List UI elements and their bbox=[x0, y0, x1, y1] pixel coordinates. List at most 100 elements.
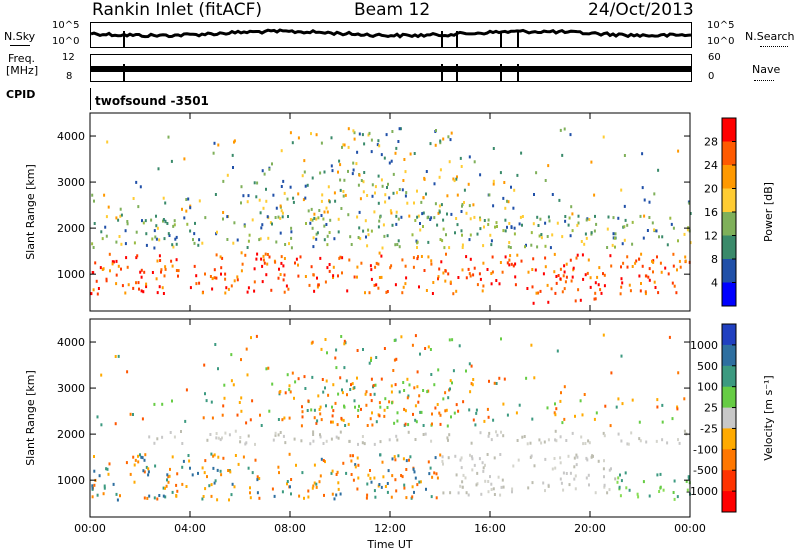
power-cell bbox=[303, 159, 306, 163]
velocity-cell bbox=[439, 453, 442, 457]
power-cell bbox=[457, 276, 460, 279]
velocity-cell bbox=[559, 461, 562, 465]
velocity-cell bbox=[471, 383, 474, 387]
velocity-cell bbox=[617, 476, 620, 480]
velocity-cell bbox=[447, 456, 450, 460]
velocity-cell bbox=[216, 468, 219, 472]
velocity-cell bbox=[618, 485, 621, 489]
power-cell bbox=[320, 214, 323, 217]
power-cell bbox=[378, 251, 381, 255]
velocity-cell bbox=[107, 472, 110, 476]
power-cell bbox=[281, 211, 284, 215]
velocity-cell bbox=[615, 405, 618, 409]
velocity-cell bbox=[312, 433, 315, 436]
velocity-cell bbox=[340, 335, 343, 338]
velocity-cell bbox=[461, 485, 464, 489]
velocity-cell bbox=[339, 492, 342, 496]
velocity-cell bbox=[312, 430, 315, 434]
velocity-cell bbox=[281, 490, 284, 494]
power-cell bbox=[236, 278, 239, 282]
power-cell bbox=[453, 179, 456, 183]
power-cell bbox=[155, 224, 158, 228]
velocity-cell bbox=[213, 481, 216, 485]
power-cell bbox=[394, 151, 397, 155]
power-cell bbox=[366, 244, 369, 248]
velocity-cell bbox=[394, 478, 397, 482]
power-cell bbox=[328, 200, 331, 204]
power-cell bbox=[641, 186, 644, 190]
power-cell bbox=[519, 215, 522, 219]
power-cell bbox=[343, 178, 346, 182]
power-cell bbox=[96, 292, 99, 296]
power-colorbar-segment bbox=[722, 188, 736, 213]
velocity-cell bbox=[162, 494, 165, 498]
velocity-cell bbox=[320, 457, 323, 461]
velocity-cell bbox=[301, 471, 304, 475]
velocity-cell bbox=[516, 439, 519, 442]
power-cell bbox=[520, 259, 523, 263]
power-cell bbox=[189, 206, 192, 210]
power-cell bbox=[420, 200, 423, 204]
power-cell bbox=[593, 193, 596, 197]
power-cell bbox=[381, 246, 384, 250]
velocity-cell bbox=[161, 402, 164, 406]
velocity-cell bbox=[447, 438, 449, 442]
power-cell bbox=[348, 258, 351, 262]
power-cell bbox=[689, 241, 692, 245]
velocity-cell bbox=[414, 438, 417, 441]
velocity-cell bbox=[587, 473, 590, 477]
velocity-cell bbox=[349, 454, 352, 458]
power-cell bbox=[377, 139, 380, 143]
power-cell bbox=[478, 272, 481, 276]
power-cell bbox=[362, 180, 365, 184]
power-cell bbox=[546, 235, 549, 238]
power-cell bbox=[317, 283, 320, 287]
power-cell bbox=[177, 274, 179, 278]
velocity-cell bbox=[603, 475, 605, 479]
power-cell bbox=[320, 199, 323, 203]
velocity-cell bbox=[487, 480, 490, 483]
velocity-cell bbox=[313, 416, 316, 420]
velocity-cell bbox=[455, 473, 458, 477]
velocity-cell bbox=[444, 391, 447, 395]
velocity-cell bbox=[143, 496, 146, 500]
power-cell bbox=[375, 283, 378, 287]
power-cell bbox=[280, 185, 283, 188]
velocity-cell bbox=[164, 486, 166, 490]
power-cell bbox=[433, 216, 436, 220]
power-cell bbox=[379, 215, 381, 219]
velocity-cell bbox=[563, 417, 566, 421]
power-cell bbox=[513, 226, 516, 230]
velocity-cell bbox=[405, 496, 408, 500]
power-cell bbox=[444, 269, 447, 273]
power-cell bbox=[339, 178, 342, 182]
velocity-cell bbox=[167, 475, 170, 479]
power-cell bbox=[362, 229, 365, 233]
velocity-cell bbox=[347, 422, 350, 426]
velocity-cell bbox=[396, 411, 399, 415]
velocity-cell bbox=[434, 456, 437, 460]
power-cell bbox=[175, 258, 178, 262]
velocity-cell bbox=[205, 399, 208, 403]
power-cell bbox=[140, 275, 143, 279]
velocity-cell bbox=[203, 471, 206, 475]
power-cell bbox=[93, 222, 96, 225]
power-cell bbox=[386, 290, 389, 293]
velocity-cell bbox=[203, 363, 206, 367]
power-cell bbox=[299, 255, 302, 259]
power-cell bbox=[425, 289, 428, 292]
velocity-colorbar-segment bbox=[722, 449, 736, 471]
velocity-cell bbox=[322, 459, 325, 462]
power-cell bbox=[115, 240, 118, 244]
power-cell bbox=[216, 230, 218, 234]
power-cell bbox=[416, 240, 419, 244]
velocity-cell bbox=[478, 457, 481, 461]
power-cell bbox=[185, 209, 188, 213]
velocity-cell bbox=[356, 487, 359, 491]
power-cell bbox=[323, 210, 326, 214]
velocity-cell bbox=[322, 390, 325, 394]
power-cell bbox=[535, 291, 538, 295]
velocity-cell bbox=[659, 486, 662, 490]
power-cell bbox=[153, 246, 156, 250]
power-cell bbox=[521, 223, 523, 227]
